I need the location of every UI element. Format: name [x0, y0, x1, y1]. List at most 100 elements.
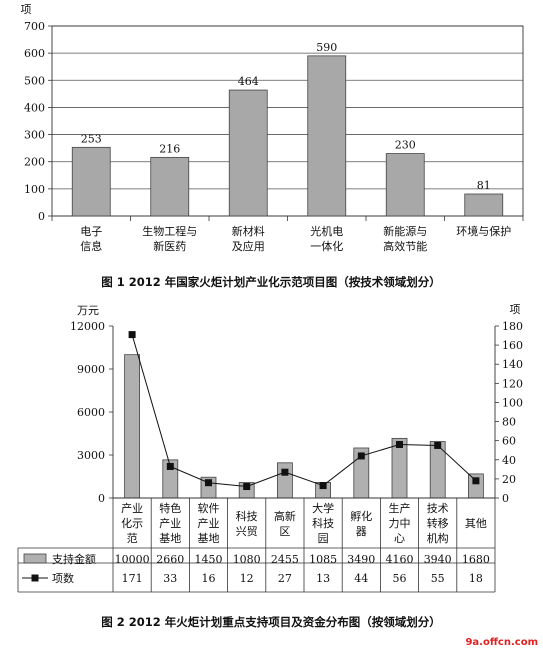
chart2-category-label: 范 — [127, 531, 138, 545]
chart2-table-count: 16 — [202, 572, 216, 585]
chart2-line-marker — [128, 331, 136, 339]
chart2-category-label: 力中 — [389, 517, 411, 530]
chart2-category-label: 产业 — [159, 516, 181, 530]
chart2-table-count: 56 — [393, 572, 407, 585]
chart1-bar — [71, 146, 111, 217]
chart2-line-marker — [472, 477, 480, 485]
chart1-xtick-label: 新医药 — [153, 239, 186, 253]
chart2-table-count: 55 — [431, 572, 445, 585]
chart2-category-label: 器 — [356, 525, 367, 538]
chart2-right-tick-label: 100 — [502, 396, 523, 409]
chart1-data-label: 81 — [477, 179, 491, 192]
chart2-right-tick-label: 140 — [502, 358, 523, 371]
chart1-xtick-label: 一体化 — [310, 239, 343, 253]
chart2-right-tick-label: 0 — [502, 492, 509, 505]
chart2-legend-line-marker — [31, 574, 39, 582]
chart2-category-label: 特色 — [159, 501, 181, 515]
chart1-data-label: 590 — [316, 41, 337, 54]
chart1-plot-frame — [51, 25, 524, 217]
chart1-xtick-label: 信息 — [80, 239, 102, 253]
chart2-bar — [124, 354, 140, 499]
chart2-right-tick-label: 80 — [502, 416, 516, 429]
chart2-category-label: 技术 — [427, 502, 449, 515]
chart1-bar — [150, 156, 190, 217]
chart2-right-unit: 项 — [510, 303, 521, 316]
chart1-ytick-label: 500 — [24, 74, 45, 87]
chart2-table-count: 33 — [163, 572, 177, 585]
chart2-table-count: 27 — [278, 572, 292, 585]
chart2-category-label: 园 — [318, 532, 329, 545]
chart2-table-amount: 3490 — [347, 553, 375, 566]
chart2-table-amount: 4160 — [386, 553, 414, 566]
chart2-legend-line-label: 项数 — [52, 572, 74, 585]
chart1-xtick-label: 新能源与 — [383, 224, 427, 238]
chart1-ytick-label: 400 — [24, 101, 45, 114]
chart2-table-amount: 1080 — [233, 553, 261, 566]
chart1-xtick-label: 光机电 — [310, 224, 343, 238]
chart2-left-unit: 万元 — [77, 304, 99, 317]
chart2-table-amount: 2455 — [271, 553, 299, 566]
chart1-bar — [228, 89, 268, 217]
chart2-right-tick-label: 40 — [502, 454, 516, 467]
chart2-left-tick-label: 6000 — [77, 406, 105, 419]
chart1-xtick-label: 环境与保护 — [456, 224, 511, 238]
chart1-ytick-label: 100 — [24, 183, 45, 196]
chart1-data-label: 253 — [81, 132, 102, 145]
chart2-category-label: 兴贸 — [236, 525, 258, 538]
watermark: 9a.offcn.com — [465, 637, 538, 648]
chart2-category-label: 科技 — [236, 509, 258, 523]
chart2-left-tick-label: 9000 — [77, 363, 105, 376]
chart2-table-amount: 1450 — [195, 553, 223, 566]
chart2-table-amount: 1085 — [309, 553, 337, 566]
chart2-left-tick-label: 0 — [98, 492, 105, 505]
chart1-xtick-label: 新材料 — [232, 224, 265, 238]
chart2-left-tick-label: 3000 — [77, 449, 105, 462]
chart2-line-marker — [396, 440, 403, 448]
chart2-category-label: 大学 — [312, 501, 334, 515]
chart2-category-label: 心 — [394, 532, 405, 545]
chart2-category-label: 高新 — [274, 509, 296, 523]
chart1-xtick-label: 高效节能 — [383, 239, 427, 253]
chart2-category-label: 生产 — [389, 501, 411, 515]
chart2-category-label: 其他 — [465, 517, 487, 530]
chart2-category-label: 孵化 — [350, 509, 372, 523]
chart1-bar — [464, 193, 504, 217]
chart2-category-label: 产业 — [121, 501, 143, 515]
chart1-y-unit: 项 — [21, 3, 32, 16]
chart2 — [17, 325, 499, 593]
chart1-xtick-label: 电子 — [80, 225, 102, 238]
chart2-right-tick-label: 120 — [502, 377, 523, 390]
chart1-data-label: 230 — [395, 139, 416, 152]
chart2-line-marker — [243, 483, 251, 491]
chart1-caption: 图 1 2012 年国家火炬计划产业化示范项目图（按技术领域划分） — [101, 275, 441, 289]
chart2-series-line — [131, 334, 477, 488]
chart2-category-label: 转移 — [427, 516, 449, 530]
chart2-table-count: 18 — [469, 572, 483, 585]
chart2-bar — [276, 462, 293, 499]
chart2-line-marker — [166, 462, 174, 470]
chart2-right-tick-label: 160 — [502, 339, 523, 352]
chart1 — [48, 25, 524, 221]
chart2-line-marker — [281, 468, 289, 476]
chart2-table-count: 13 — [316, 572, 330, 585]
chart2-category-label: 化示 — [121, 516, 143, 530]
chart2-category-label: 科技 — [312, 516, 334, 530]
chart2-table-count: 12 — [240, 572, 254, 585]
chart1-ytick-label: 600 — [24, 47, 45, 60]
chart2-legend-bar-swatch — [23, 553, 47, 564]
chart2-category-label: 基地 — [159, 532, 181, 545]
chart1-ytick-label: 300 — [24, 129, 45, 142]
chart2-category-label: 基地 — [198, 532, 220, 545]
chart2-category-label: 区 — [279, 525, 290, 538]
chart2-line-marker — [205, 479, 212, 487]
chart2-right-tick-label: 20 — [502, 473, 516, 486]
chart2-right-tick-label: 60 — [502, 435, 516, 448]
chart1-xtick-label: 及应用 — [232, 239, 265, 253]
chart2-table-amount: 10000 — [115, 553, 150, 566]
chart2-legend-bar-label: 支持金额 — [52, 552, 96, 566]
chart2-table-amount: 2660 — [156, 553, 184, 566]
chart1-ytick-label: 700 — [24, 20, 45, 33]
chart2-table-count: 44 — [354, 572, 368, 585]
chart2-line-marker — [319, 482, 327, 490]
